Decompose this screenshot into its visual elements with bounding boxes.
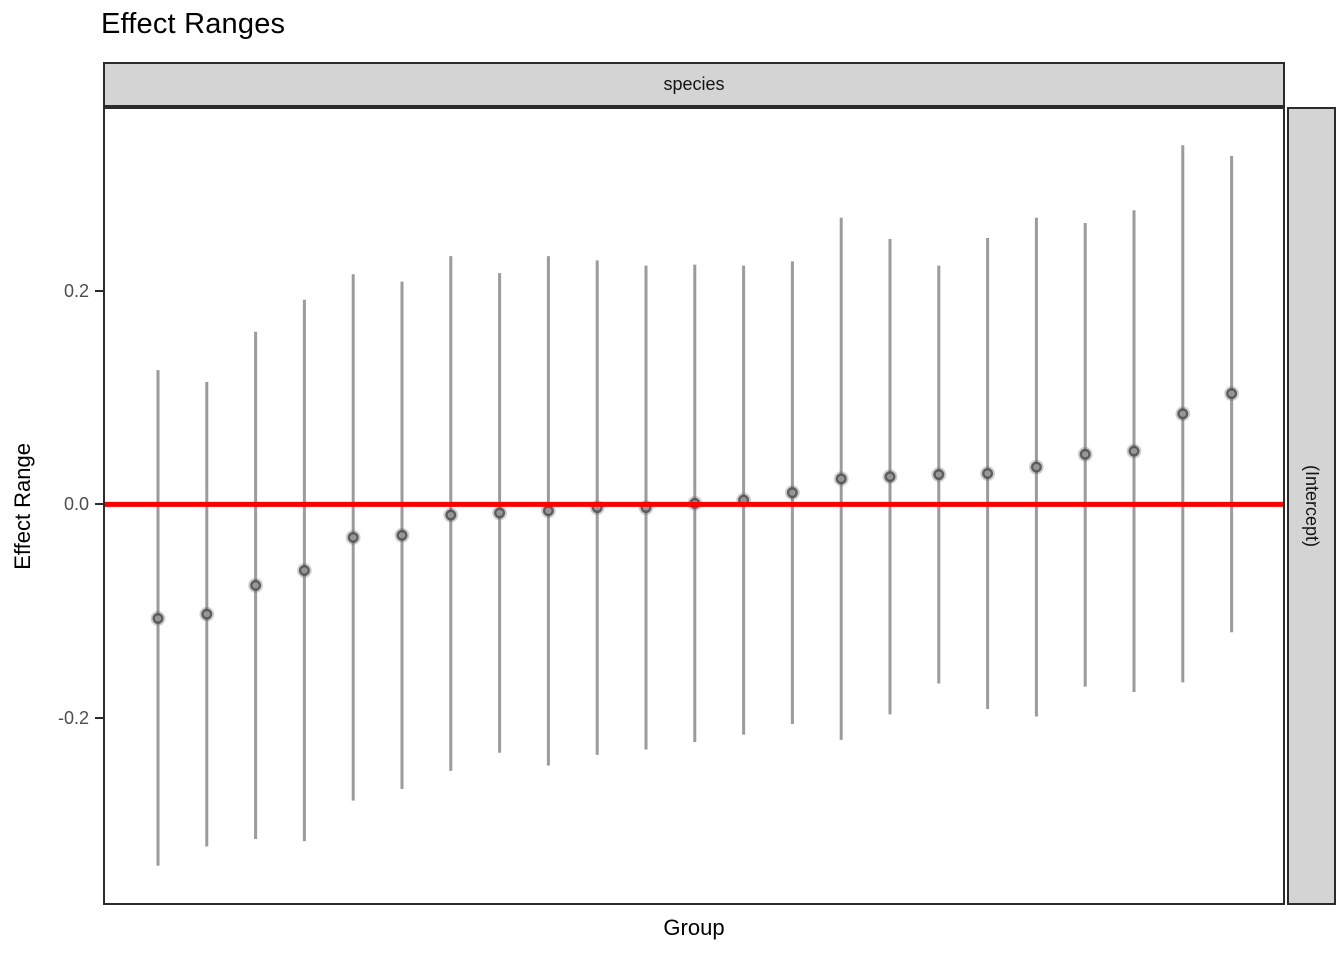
facet-strip-top: species <box>103 62 1285 107</box>
facet-strip-right-label: (Intercept) <box>1302 464 1322 548</box>
y-axis-title: Effect Range <box>10 442 35 570</box>
data-point <box>1029 459 1044 475</box>
data-point <box>1126 443 1142 459</box>
data-point <box>1224 386 1239 401</box>
data-point <box>1077 446 1093 462</box>
data-point <box>541 503 556 519</box>
data-point <box>345 530 361 545</box>
data-point <box>882 469 898 485</box>
data-point <box>1175 406 1191 422</box>
y-tick-label: 0.0 <box>63 494 89 515</box>
facet-strip-right: (Intercept) <box>1287 107 1336 905</box>
y-tick-mark <box>95 716 103 719</box>
data-point <box>785 485 800 501</box>
data-point <box>833 471 849 487</box>
y-tick-label: 0.2 <box>63 281 89 302</box>
plot-title: Effect Ranges <box>101 8 286 40</box>
pointrange-chart <box>105 145 1283 866</box>
data-point <box>150 611 166 626</box>
y-tick-mark <box>95 290 103 293</box>
plot-panel <box>103 107 1285 905</box>
data-point <box>297 563 312 578</box>
data-point <box>394 527 410 543</box>
data-point <box>931 467 947 482</box>
data-point <box>492 505 507 521</box>
facet-strip-top-label: species <box>663 74 725 94</box>
y-tick-mark <box>95 503 103 506</box>
data-point <box>199 606 215 622</box>
y-tick-label: -0.2 <box>57 707 89 728</box>
data-point <box>443 507 459 523</box>
data-point <box>248 578 263 593</box>
x-axis-title: Group <box>663 915 725 940</box>
data-point <box>980 466 995 481</box>
